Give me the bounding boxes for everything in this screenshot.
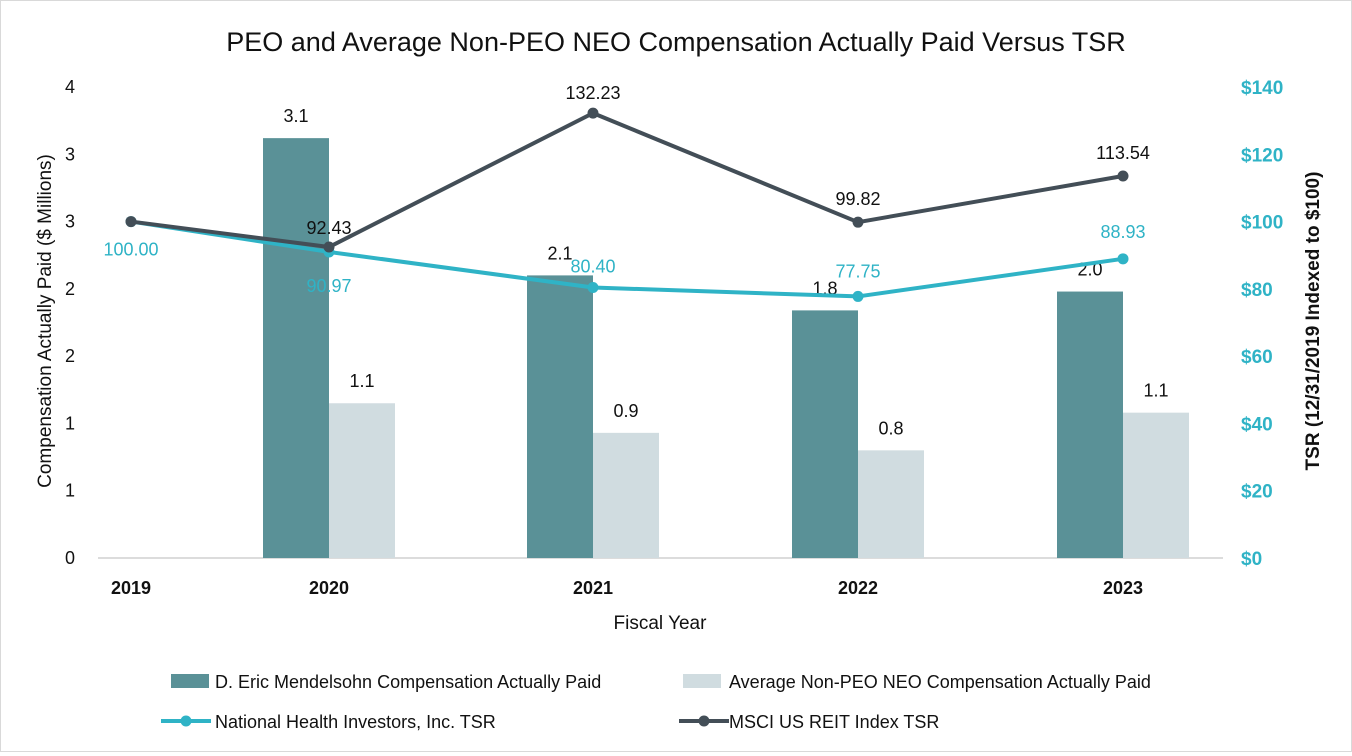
bar-peo-2022 bbox=[792, 310, 858, 558]
right-tick-label: $100 bbox=[1241, 213, 1283, 234]
legend-swatch-peo bbox=[171, 674, 209, 688]
right-tick-label: $20 bbox=[1241, 482, 1273, 503]
right-tick-label: $140 bbox=[1241, 78, 1283, 99]
right-tick-label: $120 bbox=[1241, 145, 1283, 166]
left-tick-label: 3 bbox=[65, 212, 75, 232]
point-msci-2022 bbox=[852, 216, 864, 228]
point-msci-2021 bbox=[587, 107, 599, 119]
left-axis-label: Compensation Actually Paid ($ Millions) bbox=[35, 154, 56, 488]
chart-title: PEO and Average Non-PEO NEO Compensation… bbox=[226, 27, 1125, 57]
line-value-label: 132.23 bbox=[565, 83, 620, 103]
legend-marker-msci bbox=[698, 715, 710, 727]
bar-value-label: 1.1 bbox=[349, 371, 374, 391]
line-value-label: 80.40 bbox=[570, 257, 615, 277]
point-nhi-2023 bbox=[1117, 253, 1129, 265]
legend-item-peo: D. Eric Mendelsohn Compensation Actually… bbox=[171, 672, 601, 692]
bar-neo-2023 bbox=[1123, 412, 1189, 558]
legend-item-nhi: National Health Investors, Inc. TSR bbox=[161, 712, 496, 732]
bar-peo-2021 bbox=[527, 275, 593, 558]
right-tick-label: $80 bbox=[1241, 280, 1273, 301]
legend-label-neo: Average Non-PEO NEO Compensation Actuall… bbox=[729, 672, 1151, 692]
left-tick-label: 4 bbox=[65, 77, 75, 97]
legend-label-peo: D. Eric Mendelsohn Compensation Actually… bbox=[215, 672, 601, 692]
legend-label-msci: MSCI US REIT Index TSR bbox=[729, 712, 939, 732]
point-nhi-2022 bbox=[852, 290, 864, 302]
line-value-label: 113.54 bbox=[1096, 143, 1150, 163]
point-msci-2019 bbox=[125, 216, 137, 228]
x-axis-label: Fiscal Year bbox=[614, 613, 708, 634]
line-value-label: 77.75 bbox=[835, 261, 880, 281]
line-value-label: 92.43 bbox=[306, 218, 351, 238]
x-tick-label: 2019 bbox=[111, 578, 151, 598]
left-tick-label: 3 bbox=[65, 144, 75, 164]
bar-neo-2022 bbox=[858, 450, 924, 558]
bar-value-label: 1.1 bbox=[1143, 381, 1168, 401]
point-nhi-2021 bbox=[587, 282, 599, 294]
line-value-label: 90.97 bbox=[306, 276, 351, 296]
left-axis-ticks: 0 1 1 2 2 3 3 4 bbox=[65, 77, 75, 568]
x-tick-label: 2021 bbox=[573, 578, 613, 598]
lines bbox=[125, 107, 1129, 302]
bar-value-label: 3.1 bbox=[283, 106, 308, 126]
legend-item-msci: MSCI US REIT Index TSR bbox=[679, 712, 939, 732]
line-value-label: 88.93 bbox=[1100, 222, 1145, 242]
point-msci-2023 bbox=[1117, 170, 1129, 182]
x-axis-ticks: 2019 2020 2021 2022 2023 bbox=[111, 578, 1143, 598]
left-tick-label: 1 bbox=[65, 481, 75, 501]
right-tick-label: $40 bbox=[1241, 414, 1273, 435]
legend: D. Eric Mendelsohn Compensation Actually… bbox=[161, 672, 1151, 732]
line-value-label: 99.82 bbox=[835, 189, 880, 209]
legend-swatch-neo bbox=[683, 674, 721, 688]
point-msci-2020 bbox=[323, 241, 335, 253]
bars bbox=[263, 138, 1189, 558]
line-value-label: 100.00 bbox=[103, 240, 158, 260]
right-axis-ticks: $0 $20 $40 $60 $80 $100 $120 $140 bbox=[1241, 78, 1283, 570]
legend-marker-nhi bbox=[180, 715, 192, 727]
line-labels: 100.00 90.97 80.40 77.75 88.93 92.43 132.23 99.… bbox=[103, 83, 1149, 296]
x-tick-label: 2023 bbox=[1103, 578, 1143, 598]
bar-peo-2020 bbox=[263, 138, 329, 558]
right-axis-label: TSR (12/31/2019 Indexed to $100) bbox=[1303, 172, 1324, 471]
bar-value-label: 0.8 bbox=[878, 418, 903, 438]
legend-label-nhi: National Health Investors, Inc. TSR bbox=[215, 712, 496, 732]
bar-peo-2023 bbox=[1057, 291, 1123, 558]
bar-value-label: 2.1 bbox=[547, 243, 572, 263]
left-tick-label: 2 bbox=[65, 279, 75, 299]
bar-neo-2021 bbox=[593, 432, 659, 558]
x-tick-label: 2020 bbox=[309, 578, 349, 598]
legend-item-neo: Average Non-PEO NEO Compensation Actuall… bbox=[683, 672, 1151, 692]
left-tick-label: 0 bbox=[65, 548, 75, 568]
x-tick-label: 2022 bbox=[838, 578, 878, 598]
left-tick-label: 1 bbox=[65, 413, 75, 433]
left-tick-label: 2 bbox=[65, 346, 75, 366]
bar-neo-2020 bbox=[329, 403, 395, 558]
bar-value-label: 0.9 bbox=[613, 401, 638, 421]
right-tick-label: $0 bbox=[1241, 549, 1262, 570]
right-tick-label: $60 bbox=[1241, 347, 1273, 368]
